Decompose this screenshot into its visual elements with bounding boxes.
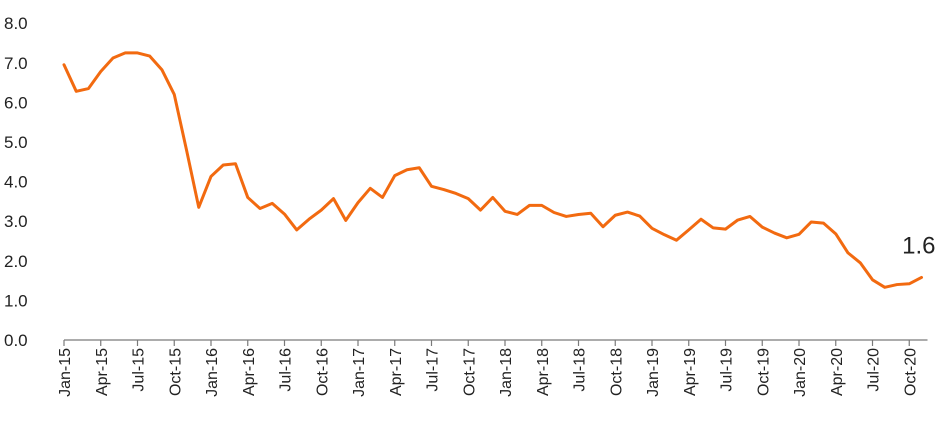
x-tick-label: Apr-15: [94, 348, 111, 396]
x-tick-label: Oct-18: [608, 348, 625, 396]
series-layer: [62, 51, 923, 289]
x-tick-label: Jul-20: [866, 348, 883, 392]
y-axis-ticks: 0.0 1.0 2.0 3.0 4.0 5.0 6.0 7.0 8.0: [4, 14, 28, 350]
y-tick-label: 1.0: [4, 291, 28, 310]
y-tick-label: 6.0: [4, 93, 28, 112]
y-tick-label: 4.0: [4, 173, 28, 192]
y-tick-label: 2.0: [4, 252, 28, 271]
x-tick-label: Jan-15: [57, 348, 74, 397]
x-tick-label: Oct-19: [755, 348, 772, 396]
x-axis: Jan-15 Apr-15 Jul-15 Oct-15 Jan-16 Apr-16 Jul-…: [57, 339, 928, 397]
y-tick-label: 0.0: [4, 331, 28, 350]
x-tick-label: Jan-20: [792, 348, 809, 397]
y-tick-label: 7.0: [4, 54, 28, 73]
y-tick-label: 3.0: [4, 212, 28, 231]
data-label: 1.6: [902, 232, 935, 259]
x-tick-label: Jan-17: [351, 348, 368, 397]
annotation-layer: 1.6: [902, 232, 935, 259]
x-tick-label: Oct-16: [314, 348, 331, 396]
y-tick-label: 8.0: [4, 14, 28, 33]
y-tick-label: 5.0: [4, 133, 28, 152]
x-tick-label: Apr-19: [682, 348, 699, 396]
x-tick-label: Jan-16: [204, 348, 221, 397]
x-tick-label: Oct-17: [461, 348, 478, 396]
x-tick-label: Oct-20: [902, 348, 919, 396]
x-tick-label: Jan-19: [645, 348, 662, 397]
x-tick-label: Apr-17: [388, 348, 405, 396]
series-line: [62, 51, 923, 289]
x-tick-label: Apr-18: [535, 348, 552, 396]
x-tick-label: Apr-20: [829, 348, 846, 396]
x-tick-label: Jul-19: [719, 348, 736, 392]
x-tick-label: Jul-18: [572, 348, 589, 392]
x-tick-label: Jul-17: [425, 348, 442, 392]
x-tick-label: Oct-15: [167, 348, 184, 396]
x-tick-label: Jul-16: [278, 348, 295, 392]
x-tick-label: Apr-16: [241, 348, 258, 396]
x-tick-label: Jan-18: [498, 348, 515, 397]
x-tick-label: Jul-15: [131, 348, 148, 392]
